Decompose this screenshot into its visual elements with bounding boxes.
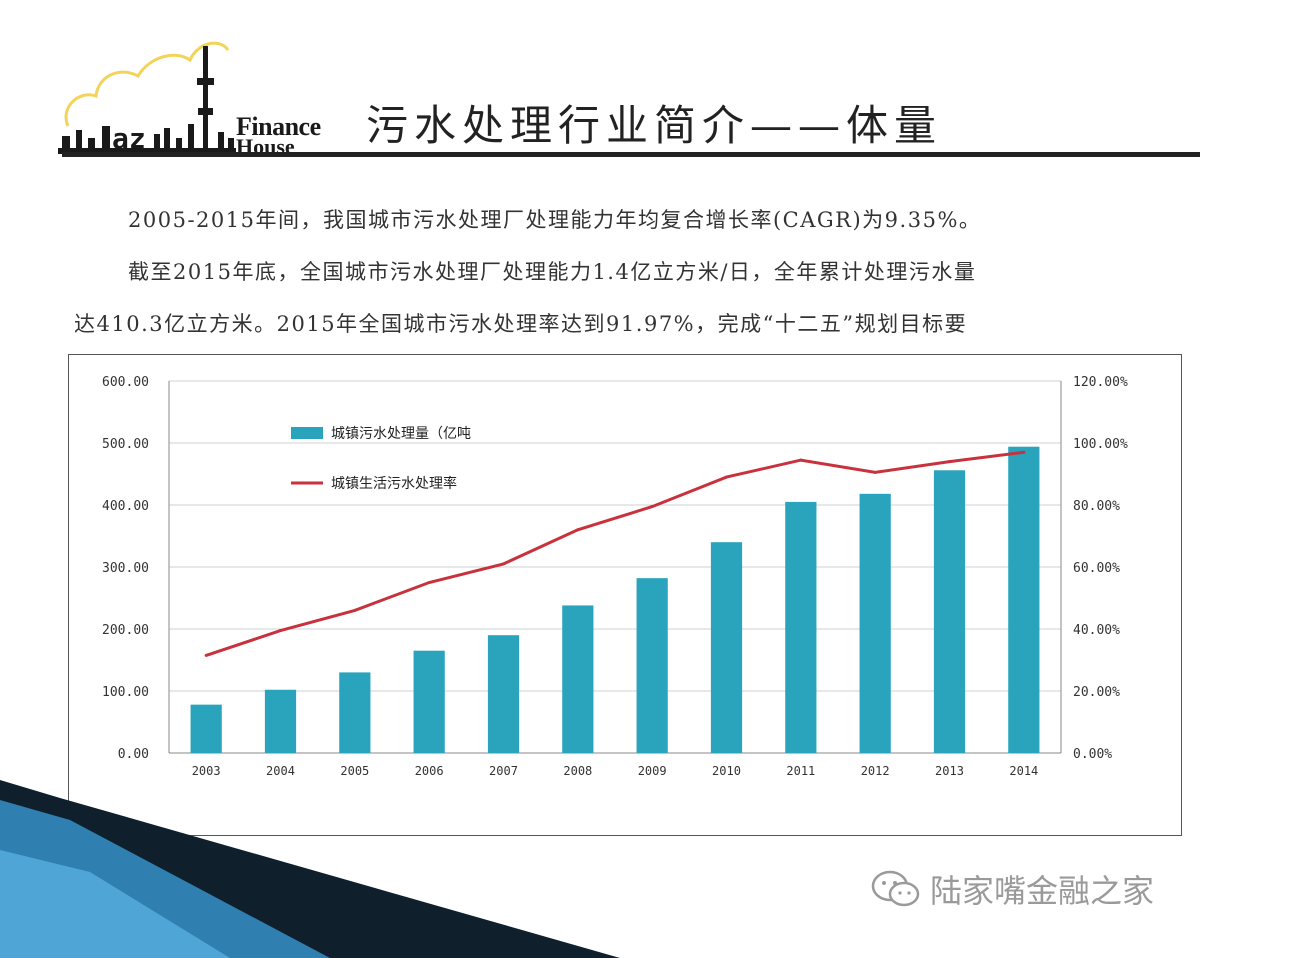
y-right-tick-label: 120.00%: [1073, 375, 1128, 390]
watermark: 陆家嘴金融之家: [870, 866, 1154, 912]
x-tick-label: 2009: [638, 764, 667, 778]
line-point-2005: [353, 608, 357, 612]
line-point-2008: [576, 528, 580, 532]
x-tick-label: 2003: [192, 764, 221, 778]
series-line: [205, 450, 1024, 657]
title-divider: [62, 152, 1200, 157]
y-right-tick-label: 60.00%: [1073, 561, 1120, 576]
legend-label-bar: 城镇污水处理量（亿吨: [331, 426, 471, 442]
y-left-tick-label: 100.00: [102, 685, 149, 700]
line-point-2012: [873, 470, 877, 474]
line-point-2006: [427, 581, 431, 584]
line-point-2014: [1022, 450, 1026, 454]
page-title: 污水处理行业简介——体量: [366, 101, 943, 150]
y-right-tick-label: 20.00%: [1073, 685, 1120, 700]
logo-text: Finance: [236, 112, 321, 141]
chart-frame: 0.00 100.00 200.00 300.00 400.00 500.00 600.00…: [68, 354, 1182, 836]
wechat-icon: [871, 870, 920, 907]
x-tick-label: 2008: [563, 764, 592, 778]
line-point-2013: [948, 460, 951, 464]
y-right-tick-label: 100.00%: [1073, 437, 1128, 452]
line-point-2004: [279, 629, 282, 633]
x-tick-label: 2007: [489, 764, 518, 778]
bar-2003: [190, 704, 222, 753]
bar-2007: [487, 635, 520, 753]
svg-text:az: az: [112, 122, 146, 155]
bar-2009: [636, 578, 668, 753]
line-point-2009: [650, 505, 654, 509]
x-tick-label: 2004: [266, 764, 295, 778]
bar-2004: [264, 689, 297, 753]
body-line-2: 截至2015年底，全国城市污水处理厂处理能力1.4亿立方米/日，全年累计处理污水…: [128, 260, 977, 284]
combo-chart: 0.00 100.00 200.00 300.00 400.00 500.00 600.00…: [102, 375, 1128, 778]
legend-swatch-bar: [291, 427, 323, 439]
bar-2013: [933, 470, 966, 753]
x-tick-label: 2010: [712, 764, 741, 778]
bar-2006: [413, 650, 445, 753]
y-left-tick-label: 0.00: [118, 747, 149, 762]
x-tick-label: 2013: [935, 764, 964, 778]
y-left-tick-label: 400.00: [102, 499, 149, 514]
line-point-2010: [725, 475, 728, 479]
y-left-tick-label: 500.00: [102, 437, 149, 452]
bar-2011: [785, 501, 817, 753]
bar-2010: [710, 542, 743, 753]
line-point-2003: [204, 653, 208, 657]
y-right-tick-label: 0.00%: [1073, 747, 1112, 762]
y-right-tick-label: 40.00%: [1073, 623, 1120, 638]
x-tick-label: 2005: [340, 764, 369, 778]
x-tick-label: 2014: [1009, 764, 1038, 778]
body-line-3: 达410.3亿立方米。2015年全国城市污水处理率达到91.97%，完成“十二五…: [74, 312, 968, 336]
bar-2008: [562, 605, 594, 753]
x-tick-label: 2011: [786, 764, 815, 778]
bar-2014: [1008, 446, 1040, 753]
y-left-tick-label: 600.00: [102, 375, 149, 390]
line-point-2007: [502, 562, 505, 566]
x-tick-label: 2012: [861, 764, 890, 778]
legend-label-line: 城镇生活污水处理率: [331, 475, 457, 492]
y-right-tick-label: 80.00%: [1073, 499, 1120, 514]
bar-2005: [339, 672, 371, 753]
logo-graphic: az: [58, 41, 236, 155]
watermark-text: 陆家嘴金融之家: [930, 872, 1155, 910]
x-tick-label: 2006: [415, 764, 444, 778]
corner-decoration: [0, 780, 620, 958]
bar-2012: [859, 493, 891, 753]
y-left-tick-label: 300.00: [102, 561, 149, 576]
y-left-tick-label: 200.00: [102, 623, 149, 638]
logo-subtext: House: [236, 134, 295, 156]
line-point-2011: [799, 458, 803, 462]
body-line-1: 2005-2015年间，我国城市污水处理厂处理能力年均复合增长率(CAGR)为9…: [128, 208, 982, 232]
